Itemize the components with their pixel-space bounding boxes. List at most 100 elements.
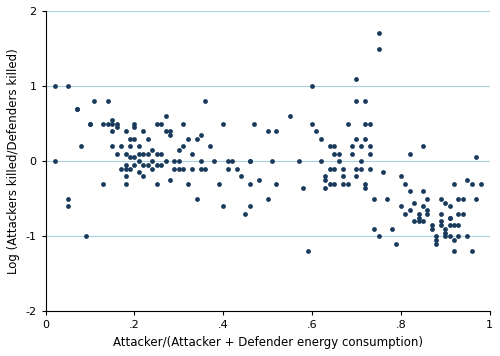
- Point: [242, 211, 250, 217]
- Point: [441, 230, 449, 235]
- Point: [148, 158, 156, 164]
- Point: [344, 121, 351, 126]
- Point: [419, 188, 427, 194]
- Point: [232, 166, 240, 172]
- Point: [436, 196, 444, 201]
- Point: [144, 162, 152, 168]
- Point: [436, 211, 444, 217]
- Point: [330, 181, 338, 187]
- Point: [419, 203, 427, 209]
- Point: [299, 185, 307, 190]
- Point: [428, 226, 436, 232]
- Point: [162, 113, 170, 119]
- Point: [344, 181, 351, 187]
- Point: [100, 181, 108, 187]
- Point: [406, 188, 413, 194]
- Point: [152, 121, 160, 126]
- Point: [308, 83, 316, 89]
- Point: [441, 226, 449, 232]
- Point: [152, 162, 160, 168]
- Point: [148, 166, 156, 172]
- Point: [108, 117, 116, 123]
- Point: [246, 158, 254, 164]
- Point: [410, 200, 418, 205]
- Point: [100, 121, 108, 126]
- Point: [122, 162, 130, 168]
- Point: [112, 121, 120, 126]
- Point: [250, 121, 258, 126]
- Point: [436, 219, 444, 224]
- Point: [286, 113, 294, 119]
- Point: [135, 151, 143, 157]
- Point: [352, 173, 360, 179]
- Point: [459, 211, 467, 217]
- Point: [379, 169, 387, 175]
- Point: [312, 128, 320, 134]
- Point: [401, 211, 409, 217]
- Point: [397, 173, 405, 179]
- Point: [86, 121, 94, 126]
- Point: [357, 166, 365, 172]
- Point: [450, 237, 458, 243]
- Point: [322, 173, 330, 179]
- Point: [144, 151, 152, 157]
- Point: [140, 173, 147, 179]
- Point: [330, 151, 338, 157]
- Point: [104, 121, 112, 126]
- Point: [126, 155, 134, 160]
- Point: [215, 181, 223, 187]
- Point: [188, 151, 196, 157]
- Point: [64, 83, 72, 89]
- Point: [446, 215, 454, 220]
- Point: [272, 181, 280, 187]
- Point: [140, 151, 147, 157]
- Point: [202, 166, 209, 172]
- Point: [175, 166, 183, 172]
- Point: [104, 98, 112, 104]
- Point: [308, 121, 316, 126]
- Point: [441, 234, 449, 239]
- Point: [197, 158, 205, 164]
- Point: [362, 98, 370, 104]
- Point: [339, 181, 347, 187]
- Point: [454, 234, 462, 239]
- Point: [459, 196, 467, 201]
- Point: [126, 143, 134, 149]
- Point: [450, 181, 458, 187]
- Point: [175, 158, 183, 164]
- Point: [441, 200, 449, 205]
- Point: [357, 143, 365, 149]
- Point: [126, 136, 134, 142]
- Point: [352, 76, 360, 82]
- Point: [406, 207, 413, 213]
- Point: [184, 181, 192, 187]
- Point: [152, 151, 160, 157]
- Point: [352, 166, 360, 172]
- Point: [454, 196, 462, 201]
- Point: [322, 177, 330, 183]
- Point: [446, 234, 454, 239]
- Point: [72, 106, 80, 111]
- Point: [432, 234, 440, 239]
- Point: [180, 121, 188, 126]
- Point: [414, 215, 422, 220]
- Point: [130, 155, 138, 160]
- Point: [148, 147, 156, 153]
- Point: [122, 151, 130, 157]
- Point: [246, 203, 254, 209]
- X-axis label: Attacker/(Attacker + Defender energy consumption): Attacker/(Attacker + Defender energy con…: [112, 336, 422, 349]
- Point: [122, 128, 130, 134]
- Point: [50, 83, 58, 89]
- Point: [130, 136, 138, 142]
- Point: [122, 166, 130, 172]
- Point: [140, 128, 147, 134]
- Point: [428, 222, 436, 228]
- Point: [374, 31, 382, 36]
- Point: [64, 196, 72, 201]
- Point: [317, 136, 325, 142]
- Point: [64, 203, 72, 209]
- Point: [450, 248, 458, 254]
- Point: [268, 158, 276, 164]
- Point: [366, 151, 374, 157]
- Point: [334, 151, 342, 157]
